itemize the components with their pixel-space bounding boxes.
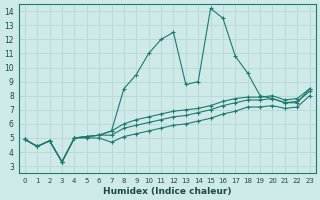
X-axis label: Humidex (Indice chaleur): Humidex (Indice chaleur) [103,187,231,196]
